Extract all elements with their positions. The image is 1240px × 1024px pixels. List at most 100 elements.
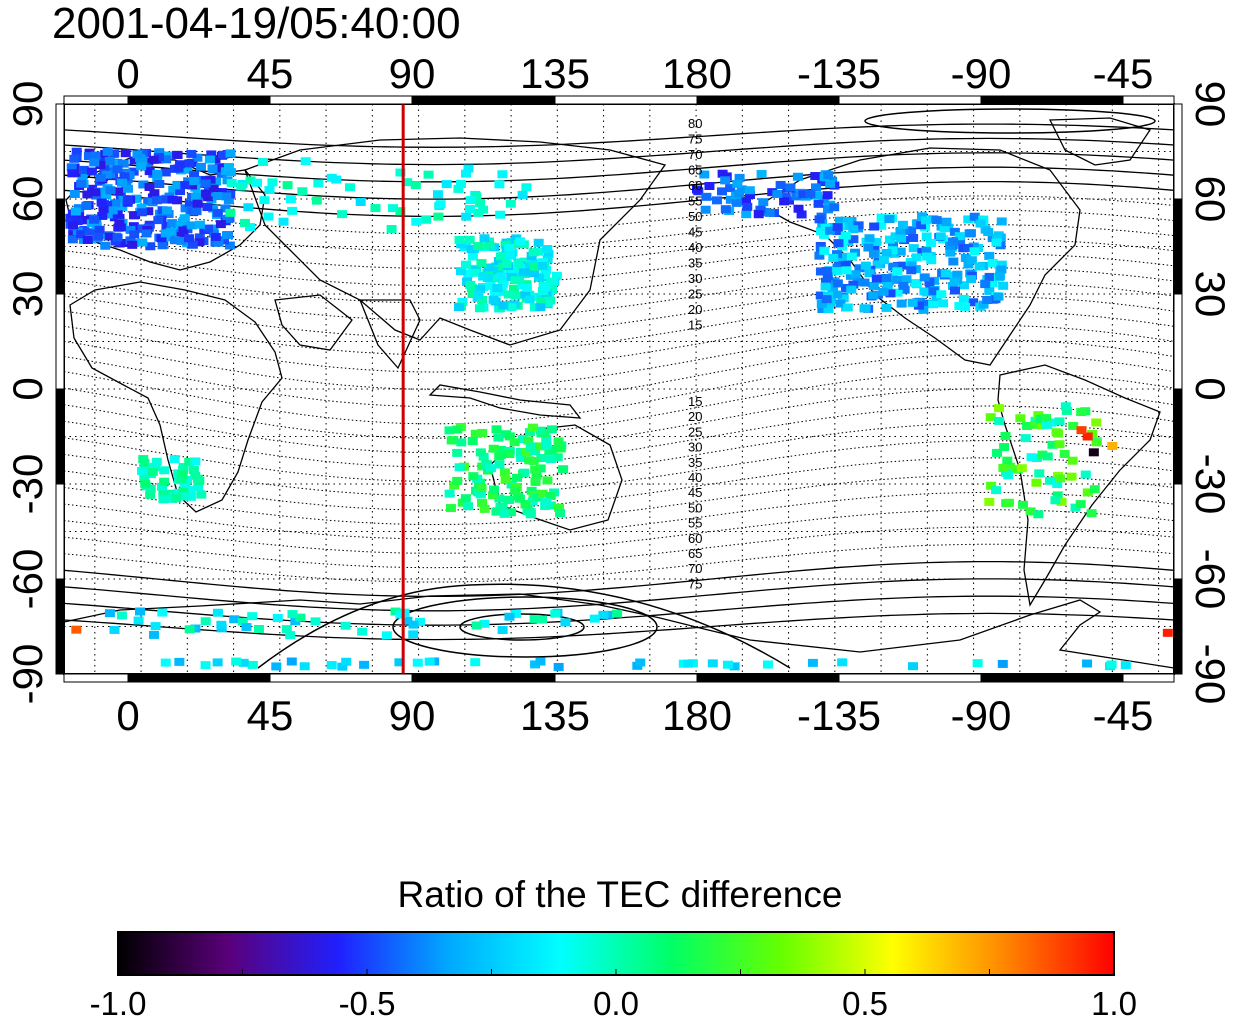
antarctic-cell (229, 615, 240, 624)
contour-value-label: 45 (688, 485, 702, 500)
east-asia-cell (465, 280, 476, 289)
east-asia-cell (478, 272, 489, 281)
contour-value-label: 55 (688, 516, 702, 531)
australia-cell (457, 498, 468, 507)
east-asia-cell (483, 263, 494, 272)
antarctic-rim-cell (729, 662, 740, 671)
east-asia-cell (536, 297, 547, 306)
north-america-cell (987, 259, 998, 268)
south-america-cell (1082, 488, 1093, 497)
australia-cell (541, 498, 552, 507)
asia-outline (244, 137, 667, 346)
europe-cell (100, 241, 111, 250)
siberia-cell (435, 200, 446, 209)
antarctic-cell (216, 620, 227, 629)
siberia-cell (521, 183, 532, 192)
contour-ring (864, 108, 1156, 134)
east-asia-cell (519, 268, 530, 277)
europe-cell (208, 204, 219, 213)
alaska-canada-cell (753, 210, 764, 219)
europe-cell (67, 169, 78, 178)
europe-cell (172, 150, 183, 159)
australia-cell (521, 448, 532, 457)
australia-cell (537, 489, 548, 498)
antarctic-rim-cell (424, 657, 435, 666)
north-america-cell (966, 275, 977, 284)
contour-value-label: 30 (688, 271, 702, 286)
north-america-cell (993, 292, 1004, 301)
siberia-cell (464, 205, 475, 214)
europe-cell (105, 186, 116, 195)
australia-cell (545, 492, 556, 501)
australia-cell (494, 452, 505, 461)
north-america-cell (842, 217, 853, 226)
east-asia-cell (547, 277, 558, 286)
north-america-cell (864, 234, 875, 243)
north-america-cell (960, 253, 971, 262)
north-america-cell (910, 279, 921, 288)
east-asia-cell (543, 249, 554, 258)
north-america-cell (996, 260, 1007, 269)
north-america-cell (817, 219, 828, 228)
europe-cell (167, 219, 178, 228)
bottom-lon-tick-label: -45 (1093, 692, 1154, 739)
contour-line (63, 560, 1175, 598)
europe-cell (173, 164, 184, 173)
alaska-canada-cell (813, 199, 824, 208)
siberia-cell (402, 178, 413, 187)
alaska-canada-cell (779, 197, 790, 206)
australia-cell (528, 456, 539, 465)
europe-cell (101, 170, 112, 179)
siberia-cell (267, 178, 278, 187)
antarctic-cell (598, 610, 609, 619)
europe-cell (94, 225, 105, 234)
bottom-lon-tick-label: 180 (662, 692, 732, 739)
australia-cell (460, 494, 471, 503)
east-asia-cell (542, 245, 553, 254)
australia-cell (452, 425, 463, 434)
southern-africa-cell (139, 472, 150, 481)
north-america-cell (832, 267, 843, 276)
europe-cell (107, 206, 118, 215)
southern-africa-cell (159, 466, 170, 475)
europe-cell (176, 236, 187, 245)
north-america-cell (906, 226, 917, 235)
siberia-cell (461, 212, 472, 221)
north-america-cell (962, 243, 973, 252)
australia-cell (545, 455, 556, 464)
north-america-cell (895, 247, 906, 256)
alaska-canada-cell (793, 204, 804, 213)
south-america-cell (1056, 497, 1067, 506)
alaska-canada-cell (711, 196, 722, 205)
europe-cell (141, 229, 152, 238)
antarctic-rim-cell (1106, 660, 1117, 669)
southern-africa-cell (177, 470, 188, 479)
north-america-cell (949, 286, 960, 295)
east-asia-cell (530, 262, 541, 271)
antarctic-cell (536, 615, 547, 624)
antarctic-rim-cell (231, 657, 242, 666)
north-america-cell (832, 279, 843, 288)
north-america-outline (758, 147, 1081, 366)
antarctic-cell (157, 608, 168, 617)
left-lat-tick-label: 60 (4, 176, 51, 223)
australia-cell (512, 473, 523, 482)
east-asia-cell (470, 268, 481, 277)
left-lat-tick-label: 30 (4, 271, 51, 318)
bottom-lon-tick-label: 135 (520, 692, 590, 739)
south-america-cell (1054, 417, 1065, 426)
alaska-canada-cell (736, 185, 747, 194)
europe-cell (143, 207, 154, 216)
north-america-cell (947, 281, 958, 290)
north-america-cell (848, 280, 859, 289)
contour-line (63, 310, 1175, 373)
siberia-cell (259, 196, 270, 205)
north-america-cell (881, 248, 892, 257)
antarctic-rim-cell (635, 658, 646, 667)
north-america-cell (841, 283, 852, 292)
europe-cell (109, 149, 120, 158)
australia-cell (517, 434, 528, 443)
east-asia-cell (521, 283, 532, 292)
europe-cell (113, 187, 124, 196)
north-america-cell (835, 299, 846, 308)
